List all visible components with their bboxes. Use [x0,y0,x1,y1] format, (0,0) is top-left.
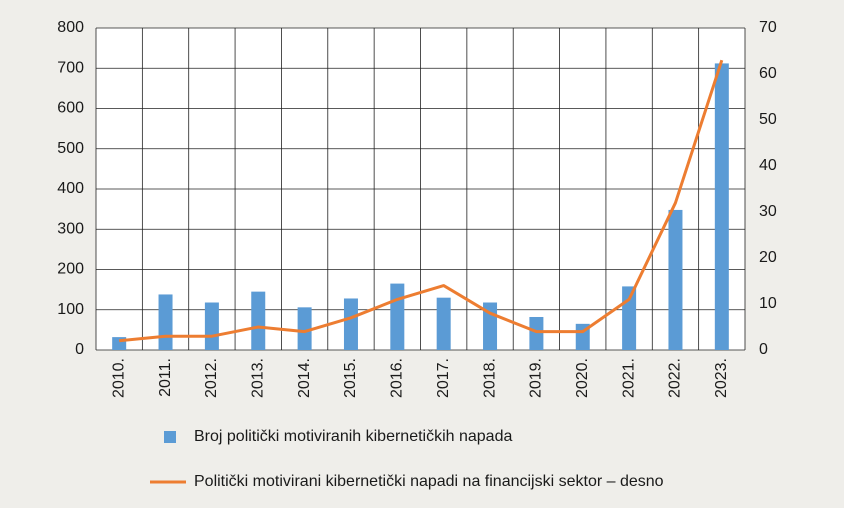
bar [668,209,683,350]
y-tick-label: 500 [57,140,84,157]
bar [158,294,173,350]
bar [251,291,266,350]
y2-tick-label: 0 [759,341,768,358]
x-tick-label: 2023. [713,358,730,398]
y2-tick-label: 20 [759,249,777,266]
x-tick-label: 2015. [342,358,359,398]
bar [390,283,405,350]
x-tick-label: 2016. [389,358,406,398]
y-tick-label: 700 [57,59,84,76]
bar [343,298,358,350]
y-tick-label: 600 [57,100,84,117]
y2-tick-label: 50 [759,111,777,128]
x-tick-label: 2018. [481,358,498,398]
bar [204,302,219,350]
legend-label: Politički motivirani kibernetički napadi… [194,473,664,490]
y-tick-label: 0 [75,341,84,358]
y2-tick-label: 30 [759,203,777,220]
x-tick-label: 2011. [157,358,174,397]
x-tick-label: 2022. [667,358,684,398]
y-tick-label: 800 [57,19,84,36]
legend-label: Broj politički motiviranih kibernetičkih… [194,428,512,445]
y2-tick-label: 60 [759,65,777,82]
x-tick-label: 2014. [296,358,313,398]
x-tick-label: 2010. [110,358,127,398]
x-tick-label: 2021. [620,358,637,398]
y-tick-label: 100 [57,301,84,318]
bar [529,316,544,350]
y-tick-label: 300 [57,220,84,237]
legend-swatch [164,431,176,443]
line [119,59,724,343]
bar [297,307,312,350]
x-tick-label: 2017. [435,358,452,398]
y2-tick-label: 40 [759,157,777,174]
x-tick-label: 2019. [528,358,545,398]
y2-tick-label: 70 [759,19,777,36]
x-tick-label: 2012. [203,358,220,398]
x-tick-label: 2013. [249,358,266,398]
y-tick-label: 200 [57,261,84,278]
y2-tick-label: 10 [759,295,777,312]
bar [714,63,729,351]
x-tick-label: 2020. [574,358,591,398]
bar [436,297,451,350]
y-tick-label: 400 [57,180,84,197]
